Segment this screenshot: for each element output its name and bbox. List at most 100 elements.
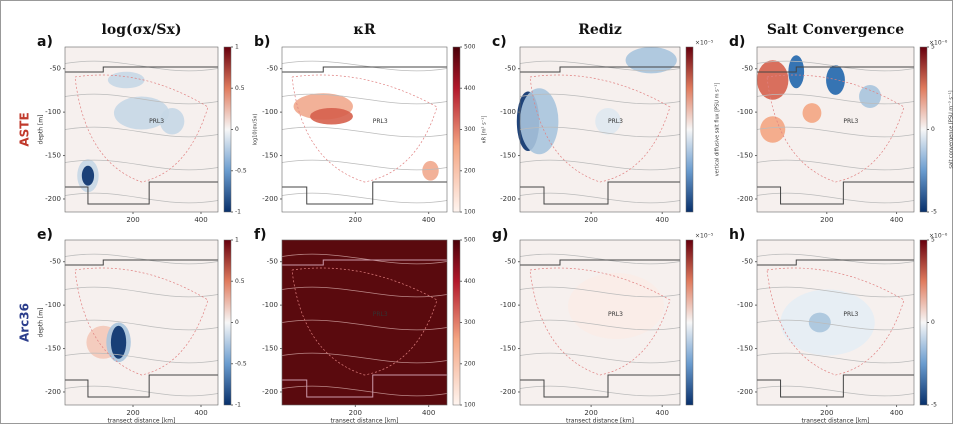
- field-patch: [859, 84, 882, 109]
- colorbar: [452, 46, 461, 213]
- contour: [64, 93, 219, 105]
- field-patch: [802, 103, 822, 123]
- panel-label: g): [492, 227, 508, 243]
- contour: [519, 253, 681, 265]
- contour: [756, 60, 915, 72]
- contour: [519, 385, 681, 397]
- panel-label: b): [254, 34, 270, 50]
- contour: [756, 286, 915, 298]
- x-tick-label: 200: [126, 216, 139, 224]
- density-contour: [74, 74, 209, 183]
- colorbar-tick-label: 500: [464, 44, 476, 51]
- contour: [281, 126, 448, 138]
- annotation: PRL3: [373, 118, 388, 125]
- colorbar-tick-label: -5: [931, 402, 937, 409]
- x-tick-label: 400: [194, 409, 207, 417]
- field-patch: [757, 60, 789, 100]
- colorbar-label: log10(σx/Sx): [253, 114, 259, 146]
- contour: [519, 126, 681, 138]
- field-patch: [625, 47, 677, 74]
- bathymetry: [757, 259, 914, 266]
- y-tick-label: -50: [267, 65, 278, 73]
- bathymetry: [282, 259, 447, 266]
- contour: [756, 126, 915, 138]
- y-tick-label: -200: [500, 388, 516, 396]
- y-axis-label: depth [m]: [38, 308, 45, 338]
- bathymetry: [65, 259, 218, 266]
- y-tick-label: -150: [737, 345, 753, 353]
- contour: [756, 192, 915, 204]
- contour: [756, 253, 915, 265]
- contour: [756, 93, 915, 105]
- x-tick-label: 400: [890, 216, 903, 224]
- colorbar-tick-label: -1: [235, 402, 241, 409]
- row-label: ASTE: [18, 112, 32, 146]
- contour: [281, 286, 448, 298]
- panel-label: e): [37, 227, 53, 243]
- colorbar-tick-label: 500: [464, 237, 476, 244]
- field-patch: [595, 108, 621, 135]
- colorbar-multiplier: ×10⁻⁵: [695, 40, 714, 47]
- y-tick-label: -200: [737, 388, 753, 396]
- plot-area: [65, 240, 218, 405]
- panel-label: h): [729, 227, 745, 243]
- field-patch: [81, 165, 95, 186]
- colorbar-tick-label: 100: [464, 402, 476, 409]
- colorbar-tick-label: -5: [931, 209, 937, 216]
- contour: [281, 319, 448, 331]
- contour: [281, 352, 448, 364]
- field-patch: [310, 108, 353, 125]
- field-patch: [159, 108, 185, 135]
- x-axis-label: transect distance [km]: [801, 418, 869, 424]
- y-tick-label: -150: [262, 345, 278, 353]
- density-contour: [291, 74, 438, 183]
- bathymetry: [757, 66, 914, 73]
- contour: [64, 192, 219, 204]
- contour: [64, 126, 219, 138]
- bathymetry: [65, 181, 218, 205]
- contour: [281, 253, 448, 265]
- panel-label: f): [254, 227, 267, 243]
- colorbar-tick-label: 200: [464, 360, 476, 367]
- contour: [519, 352, 681, 364]
- contour: [281, 93, 448, 105]
- x-tick-label: 200: [349, 409, 362, 417]
- plot-border: [281, 46, 448, 213]
- field-patch: [113, 96, 170, 130]
- colorbar: [685, 239, 694, 406]
- bathymetry: [65, 374, 218, 398]
- contour: [281, 159, 448, 171]
- field-patch: [107, 71, 145, 89]
- field-patch: [826, 65, 845, 95]
- y-tick-label: -100: [737, 301, 753, 309]
- y-tick-label: -50: [267, 258, 278, 266]
- x-tick-label: 200: [584, 409, 597, 417]
- colorbar-label: κR [m² s⁻¹]: [482, 116, 488, 144]
- colorbar: [685, 46, 694, 213]
- density-contour: [766, 267, 905, 376]
- colorbar-tick-label: 400: [464, 278, 476, 285]
- annotation: PRL3: [843, 118, 858, 125]
- annotation: PRL3: [843, 311, 858, 318]
- contour: [519, 286, 681, 298]
- colorbar-tick-label: 1: [235, 44, 239, 51]
- contour: [281, 385, 448, 397]
- column-title: Salt Convergence: [767, 22, 904, 38]
- field-patch: [110, 325, 127, 359]
- bathymetry: [65, 66, 218, 73]
- y-tick-label: -50: [505, 65, 516, 73]
- colorbar-tick-label: -1: [235, 209, 241, 216]
- colorbar-tick-label: 0.5: [235, 85, 245, 92]
- colorbar-tick-label: 0: [931, 126, 935, 133]
- contour: [519, 93, 681, 105]
- y-tick-label: -200: [262, 195, 278, 203]
- x-tick-label: 400: [656, 216, 669, 224]
- y-tick-label: -100: [500, 301, 516, 309]
- colorbar-label: salt convergence [PSU m⁻³ s⁻¹]: [949, 90, 953, 168]
- plot-area: [282, 47, 447, 212]
- column-title: κR: [353, 22, 375, 38]
- colorbar: [919, 46, 928, 213]
- y-tick-label: -50: [50, 258, 61, 266]
- row-label: Arc36: [18, 303, 32, 342]
